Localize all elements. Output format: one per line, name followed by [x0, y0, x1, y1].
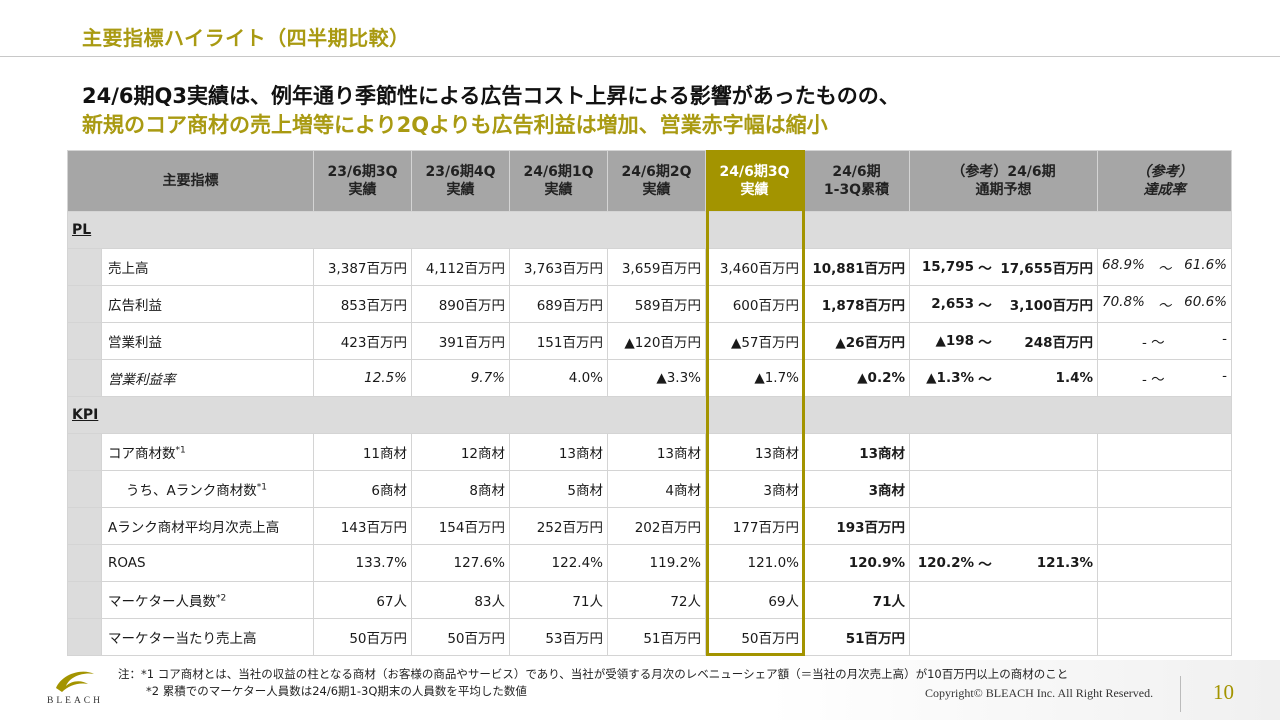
headline: 24/6期Q3実績は、例年通り季節性による広告コスト上昇による影響があったものの… [82, 82, 900, 140]
section-row-pl: PL [67, 211, 1232, 249]
forecast-cell: ▲1.3% ～ 1.4% [909, 359, 1098, 397]
header-metric: 主要指標 [67, 150, 314, 212]
kpi-table: 主要指標 23/6期3Q 実績 23/6期4Q 実績 24/6期1Q 実績 24/6期… [67, 150, 1232, 656]
table-row: 売上高 3,387百万円 4,112百万円 3,763百万円 3,659百万円 … [67, 248, 1232, 286]
page-title: 主要指標ハイライト（四半期比較） [82, 26, 410, 50]
row-label: コア商材数*1 [101, 433, 314, 471]
copyright: Copyright© BLEACH Inc. All Right Reserve… [925, 686, 1154, 700]
row-label: うち、Aランク商材数*1 [101, 470, 314, 508]
header-col-6: 24/6期 1-3Q累積 [803, 150, 910, 212]
achievement-cell: 68.9% ～ 61.6% [1097, 248, 1232, 286]
row-label: 営業利益 [101, 322, 314, 360]
table-row: マーケター人員数*2 67人 83人 71人 72人 69人 71人 [67, 581, 1232, 619]
row-label: 広告利益 [101, 285, 314, 323]
logo-wordmark: BLEACH [47, 696, 103, 706]
table-header-row: 主要指標 23/6期3Q 実績 23/6期4Q 実績 24/6期1Q 実績 24/6期… [67, 150, 1232, 212]
table-row: 営業利益率 12.5% 9.7% 4.0% ▲3.3% ▲1.7% ▲0.2% … [67, 359, 1232, 397]
header-col-5-highlight: 24/6期3Q 実績 [705, 150, 804, 212]
header-col-7: （参考）24/6期 通期予想 [909, 150, 1098, 212]
footer-divider [1180, 676, 1181, 712]
section-label-kpi: KPI [67, 396, 1232, 434]
forecast-cell: ▲198 ～ 248百万円 [909, 322, 1098, 360]
table-row: ROAS 133.7% 127.6% 122.4% 119.2% 121.0% … [67, 544, 1232, 582]
page-number: 10 [1213, 680, 1234, 704]
header-col-8: （参考） 達成率 [1097, 150, 1232, 212]
row-label: 売上高 [101, 248, 314, 286]
forecast-cell: 15,795 ～ 17,655百万円 [909, 248, 1098, 286]
table-row: コア商材数*1 11商材 12商材 13商材 13商材 13商材 13商材 [67, 433, 1232, 471]
row-label: マーケター人員数*2 [101, 581, 314, 619]
bleach-logo: BLEACH [38, 668, 112, 706]
row-label: マーケター当たり売上高 [101, 618, 314, 656]
title-divider [0, 56, 1280, 57]
forecast-cell: 2,653 ～ 3,100百万円 [909, 285, 1098, 323]
header-col-2: 23/6期4Q 実績 [411, 150, 510, 212]
footnotes: 注：*1 コア商材とは、当社の収益の柱となる商材（お客様の商品やサービス）であり… [118, 666, 1068, 700]
header-col-1: 23/6期3Q 実績 [313, 150, 412, 212]
table-row: うち、Aランク商材数*1 6商材 8商材 5商材 4商材 3商材 3商材 [67, 470, 1232, 508]
footnote-2: *2 累積でのマーケター人員数は24/6期1-3Q期末の人員数を平均した数値 [146, 684, 527, 698]
table-row: マーケター当たり売上高 50百万円 50百万円 53百万円 51百万円 50百万… [67, 618, 1232, 656]
header-col-3: 24/6期1Q 実績 [509, 150, 608, 212]
row-label: 営業利益率 [101, 359, 314, 397]
table-row: 営業利益 423百万円 391百万円 151百万円 ▲120百万円 ▲57百万円… [67, 322, 1232, 360]
table-row: 広告利益 853百万円 890百万円 689百万円 589百万円 600百万円 … [67, 285, 1232, 323]
header-col-4: 24/6期2Q 実績 [607, 150, 706, 212]
headline-line1: 24/6期Q3実績は、例年通り季節性による広告コスト上昇による影響があったものの… [82, 84, 900, 108]
section-label-pl: PL [67, 211, 1232, 249]
section-row-kpi: KPI [67, 396, 1232, 434]
forecast-cell: 120.2% ～ 121.3% [909, 544, 1098, 582]
table-row: Aランク商材平均月次売上高 143百万円 154百万円 252百万円 202百万… [67, 507, 1232, 545]
achievement-cell: 70.8% ～ 60.6% [1097, 285, 1232, 323]
row-label: ROAS [101, 544, 314, 582]
achievement-cell: - ～ - [1097, 322, 1232, 360]
bleach-logo-icon [56, 671, 94, 692]
footnote-1: 注：*1 コア商材とは、当社の収益の柱となる商材（お客様の商品やサービス）であり… [118, 667, 1069, 681]
achievement-cell: - ～ - [1097, 359, 1232, 397]
row-label: Aランク商材平均月次売上高 [101, 507, 314, 545]
headline-line2: 新規のコア商材の売上増等により2Qよりも広告利益は増加、営業赤字幅は縮小 [82, 113, 828, 137]
